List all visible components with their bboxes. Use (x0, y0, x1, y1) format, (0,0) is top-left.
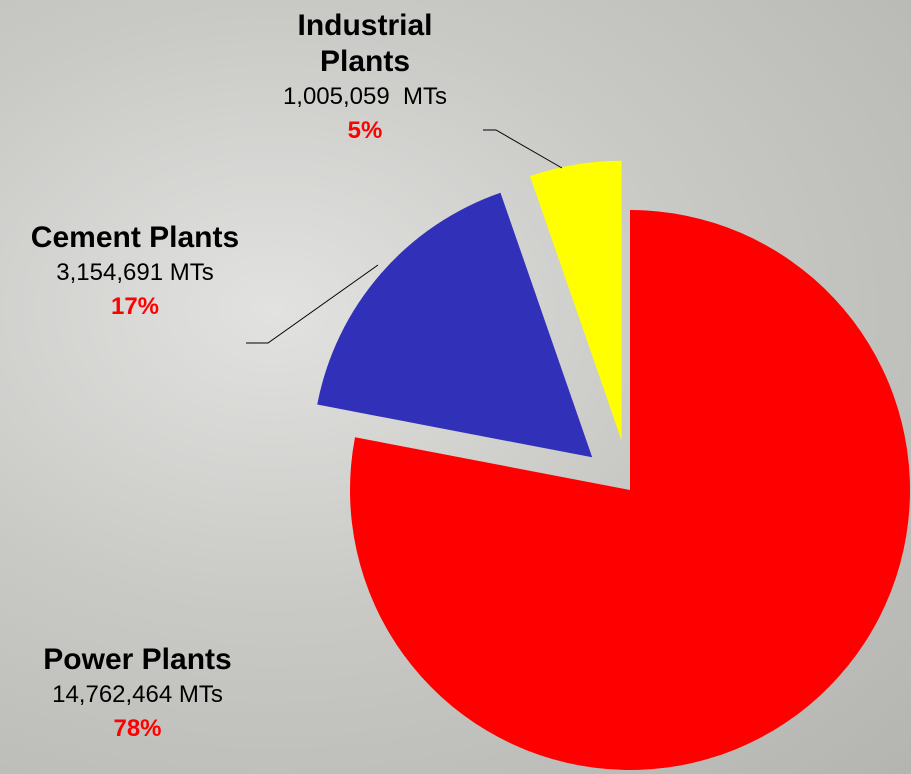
leader-line (246, 264, 379, 344)
pie-slice (317, 192, 593, 458)
category-label: Cement Plants (30, 221, 240, 254)
label-industrial: Industrial Plants 1,005,059 MTs 5% (255, 8, 475, 148)
label-cement: Cement Plants 3,154,691 MTs 17% (25, 220, 245, 324)
pie-slice (350, 210, 911, 770)
percentage-label: 5% (347, 117, 383, 144)
label-power: Power Plants 14,762,464 MTs 78% (0, 642, 275, 746)
category-label: Industrial Plants (297, 9, 433, 78)
percentage-label: 78% (113, 715, 162, 742)
category-label: Power Plants (43, 643, 232, 676)
value-label: 1,005,059 MTs (282, 83, 448, 110)
value-label: 3,154,691 MTs (56, 259, 214, 286)
value-label: 14,762,464 MTs (52, 681, 223, 708)
leader-line (483, 129, 563, 169)
percentage-label: 17% (110, 293, 160, 320)
pie-slice (529, 160, 622, 441)
